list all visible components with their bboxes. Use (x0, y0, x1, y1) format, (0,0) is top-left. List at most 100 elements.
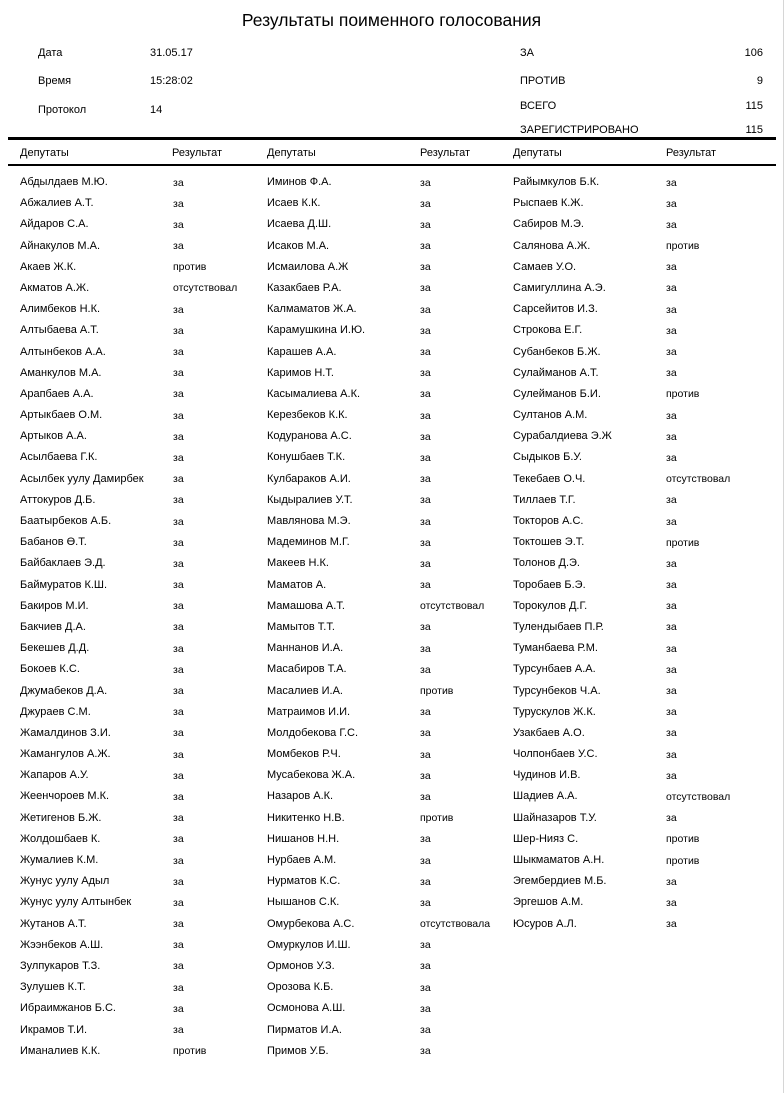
deputy-name: Осмонова А.Ш. (267, 1002, 346, 1015)
deputy-row: Асылбаева Г.К. за (20, 447, 278, 468)
against-count: 9 (756, 75, 763, 87)
deputy-row: Карамушкина И.Ю. за (267, 320, 525, 341)
deputy-row: Баатырбеков А.Б. за (20, 511, 278, 532)
deputy-row: Масабиров Т.А. за (267, 659, 525, 680)
deputy-name: Иманалиев К.К. (20, 1044, 101, 1057)
vote-result: за (666, 557, 677, 570)
deputy-name: Макеев Н.К. (267, 557, 329, 570)
deputy-name: Омуркулов И.Ш. (267, 938, 351, 951)
vote-result: за (173, 388, 184, 401)
vote-result: за (666, 875, 677, 888)
vote-result: за (173, 367, 184, 380)
deputy-name: Жетигенов Б.Ж. (20, 811, 102, 824)
vote-result: за (666, 600, 677, 613)
deputy-name: Каримов Н.Т. (267, 366, 334, 379)
vote-result: за (420, 706, 431, 719)
deputy-name: Бокоев К.С. (20, 663, 80, 676)
vote-result: за (173, 854, 184, 867)
deputy-row: Матраимов И.И. за (267, 702, 525, 723)
vote-result: за (666, 451, 677, 464)
deputy-name: Зулпукаров Т.З. (20, 959, 101, 972)
deputy-row: Жээнбеков А.Ш. за (20, 935, 278, 956)
col-header-deputies-1: Депутаты (20, 147, 69, 159)
vote-result: против (666, 388, 700, 401)
deputy-row: Торокулов Д.Г. за (513, 596, 771, 617)
registered-count: 115 (745, 124, 763, 136)
deputy-name: Карамушкина И.Ю. (267, 324, 366, 337)
deputy-name: Калмаматов Ж.А. (267, 303, 357, 316)
deputy-row: Жутанов А.Т. за (20, 914, 278, 935)
vote-result: против (666, 833, 700, 846)
deputy-row: Шадиев А.А. отсутствовал (513, 786, 771, 807)
deputy-row: Исаков М.А. за (267, 236, 525, 257)
deputy-row: Турсунбаев А.А. за (513, 659, 771, 680)
deputy-name: Айдаров С.А. (20, 218, 89, 231)
vote-result: за (420, 388, 431, 401)
deputy-row: Кулбараков А.И. за (267, 469, 525, 490)
vote-result: за (173, 536, 184, 549)
deputy-name: Карашев А.А. (267, 345, 337, 358)
time-value: 15:28:02 (150, 75, 193, 87)
vote-result: за (173, 303, 184, 316)
deputy-name: Назаров А.К. (267, 790, 334, 803)
deputy-name: Алтыбаева А.Т. (20, 324, 99, 337)
deputy-row: Торобаев Б.Э. за (513, 575, 771, 596)
vote-result: за (420, 642, 431, 655)
deputy-row: Артыков А.А. за (20, 426, 278, 447)
deputy-name: Исмаилова А.Ж (267, 260, 349, 273)
deputy-row: Жумалиев К.М. за (20, 850, 278, 871)
deputy-row: Сабиров М.Э. за (513, 214, 771, 235)
vote-result: за (420, 176, 431, 189)
deputy-name: Сулейманов Б.И. (513, 387, 601, 400)
time-label: Время (38, 75, 72, 87)
deputy-name: Аттокуров Д.Б. (20, 493, 96, 506)
vote-result: за (420, 833, 431, 846)
deputy-row: Токторов А.С. за (513, 511, 771, 532)
vote-result: за (420, 1002, 431, 1015)
vote-result: за (173, 557, 184, 570)
deputy-row: Зулпукаров Т.З. за (20, 956, 278, 977)
meta-row-date: Дата 31.05.17 (0, 47, 783, 61)
vote-result: за (666, 303, 677, 316)
vote-result: за (173, 1024, 184, 1036)
vote-result: за (420, 939, 431, 952)
deputy-name: Кодуранова А.С. (267, 430, 352, 443)
deputy-row: Туманбаева Р.М. за (513, 638, 771, 659)
table-top-rule (8, 137, 776, 140)
deputy-row: Узакбаев А.О. за (513, 723, 771, 744)
deputy-name: Бабанов Ө.Т. (20, 536, 87, 549)
total-label: ВСЕГО (520, 100, 557, 112)
deputy-row: Самигуллина А.Э. за (513, 278, 771, 299)
deputy-row: Шыкмаматов А.Н. против (513, 850, 771, 871)
deputy-name: Строкова Е.Г. (513, 324, 583, 337)
deputy-name: Бакиров М.И. (20, 599, 89, 612)
vote-result: за (666, 515, 677, 528)
deputy-name: Жутанов А.Т. (20, 917, 87, 930)
deputy-name: Нурбаев А.М. (267, 854, 337, 866)
deputy-row: Субанбеков Б.Ж. за (513, 342, 771, 363)
deputy-row: Казакбаев Р.А. за (267, 278, 525, 299)
vote-result: за (173, 494, 184, 507)
vote-result: за (420, 197, 431, 210)
vote-result: отсутствовал (420, 600, 485, 613)
vote-result: за (420, 409, 431, 422)
deputy-name: Матраимов И.И. (267, 705, 351, 718)
deputy-name: Текебаев О.Ч. (513, 472, 586, 485)
deputy-name: Казакбаев Р.А. (267, 281, 342, 294)
protocol-label: Протокол (38, 104, 87, 116)
deputy-name: Мавлянова М.Э. (267, 515, 351, 527)
deputy-name: Примов У.Б. (267, 1044, 329, 1057)
deputy-name: Акаев Ж.К. (20, 260, 77, 273)
vote-result: за (173, 663, 184, 676)
vote-result: за (173, 939, 184, 952)
deputy-name: Пирматов И.А. (267, 1023, 342, 1036)
vote-result: за (173, 515, 184, 528)
deputy-name: Шадиев А.А. (513, 790, 578, 803)
vote-result: за (420, 430, 431, 443)
vote-result: за (420, 663, 431, 676)
deputy-row: Нишанов Н.Н. за (267, 829, 525, 850)
vote-result: за (420, 494, 431, 507)
deputy-name: Толонов Д.Э. (513, 557, 580, 570)
deputy-row: Жамангулов А.Ж. за (20, 744, 278, 765)
deputy-name: Бакчиев Д.А. (20, 620, 86, 633)
